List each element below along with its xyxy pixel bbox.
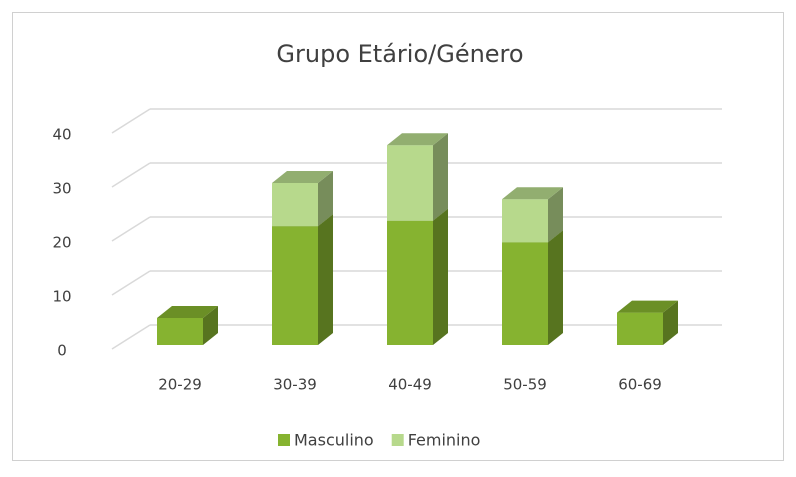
- chart-title: Grupo Etário/Género: [276, 40, 523, 68]
- y-tick-label: 10: [52, 288, 71, 306]
- grid-line: [111, 324, 151, 350]
- x-tick-label: 60-69: [618, 376, 662, 394]
- bar: [387, 220, 433, 345]
- bar: [502, 199, 548, 243]
- x-tick-label: 20-29: [158, 376, 202, 394]
- bar: [157, 318, 203, 345]
- y-tick-label: 30: [52, 180, 71, 198]
- bar-side: [433, 133, 448, 221]
- y-tick-label: 20: [52, 234, 71, 252]
- x-tick-label: 40-49: [388, 376, 432, 394]
- bar-side: [318, 214, 333, 345]
- legend-label: Masculino: [294, 431, 374, 450]
- grid-line: [111, 108, 151, 134]
- legend-swatch: [391, 434, 404, 446]
- bar-side: [663, 300, 678, 345]
- bar-side: [548, 230, 563, 345]
- bar-top: [502, 187, 563, 200]
- bar: [502, 242, 548, 345]
- bar: [272, 226, 318, 345]
- bar-top: [157, 306, 218, 318]
- legend-label: Feminino: [408, 431, 481, 450]
- bar-top: [272, 171, 333, 183]
- y-tick-label: 0: [57, 342, 67, 360]
- bar-side: [203, 306, 218, 345]
- grid-line: [111, 162, 151, 188]
- bar: [387, 145, 433, 221]
- bar-top: [387, 133, 448, 146]
- bar-side: [548, 187, 563, 243]
- bar-side: [433, 208, 448, 345]
- bar-top: [617, 300, 678, 313]
- y-tick-label: 40: [52, 126, 71, 144]
- x-tick-label: 30-39: [273, 376, 317, 394]
- x-tick-label: 50-59: [503, 376, 547, 394]
- grid-line: [111, 216, 151, 242]
- legend-swatch: [278, 434, 290, 446]
- bar-side: [318, 171, 333, 227]
- bar: [272, 183, 318, 227]
- grid-line: [111, 270, 151, 296]
- bar: [617, 312, 663, 345]
